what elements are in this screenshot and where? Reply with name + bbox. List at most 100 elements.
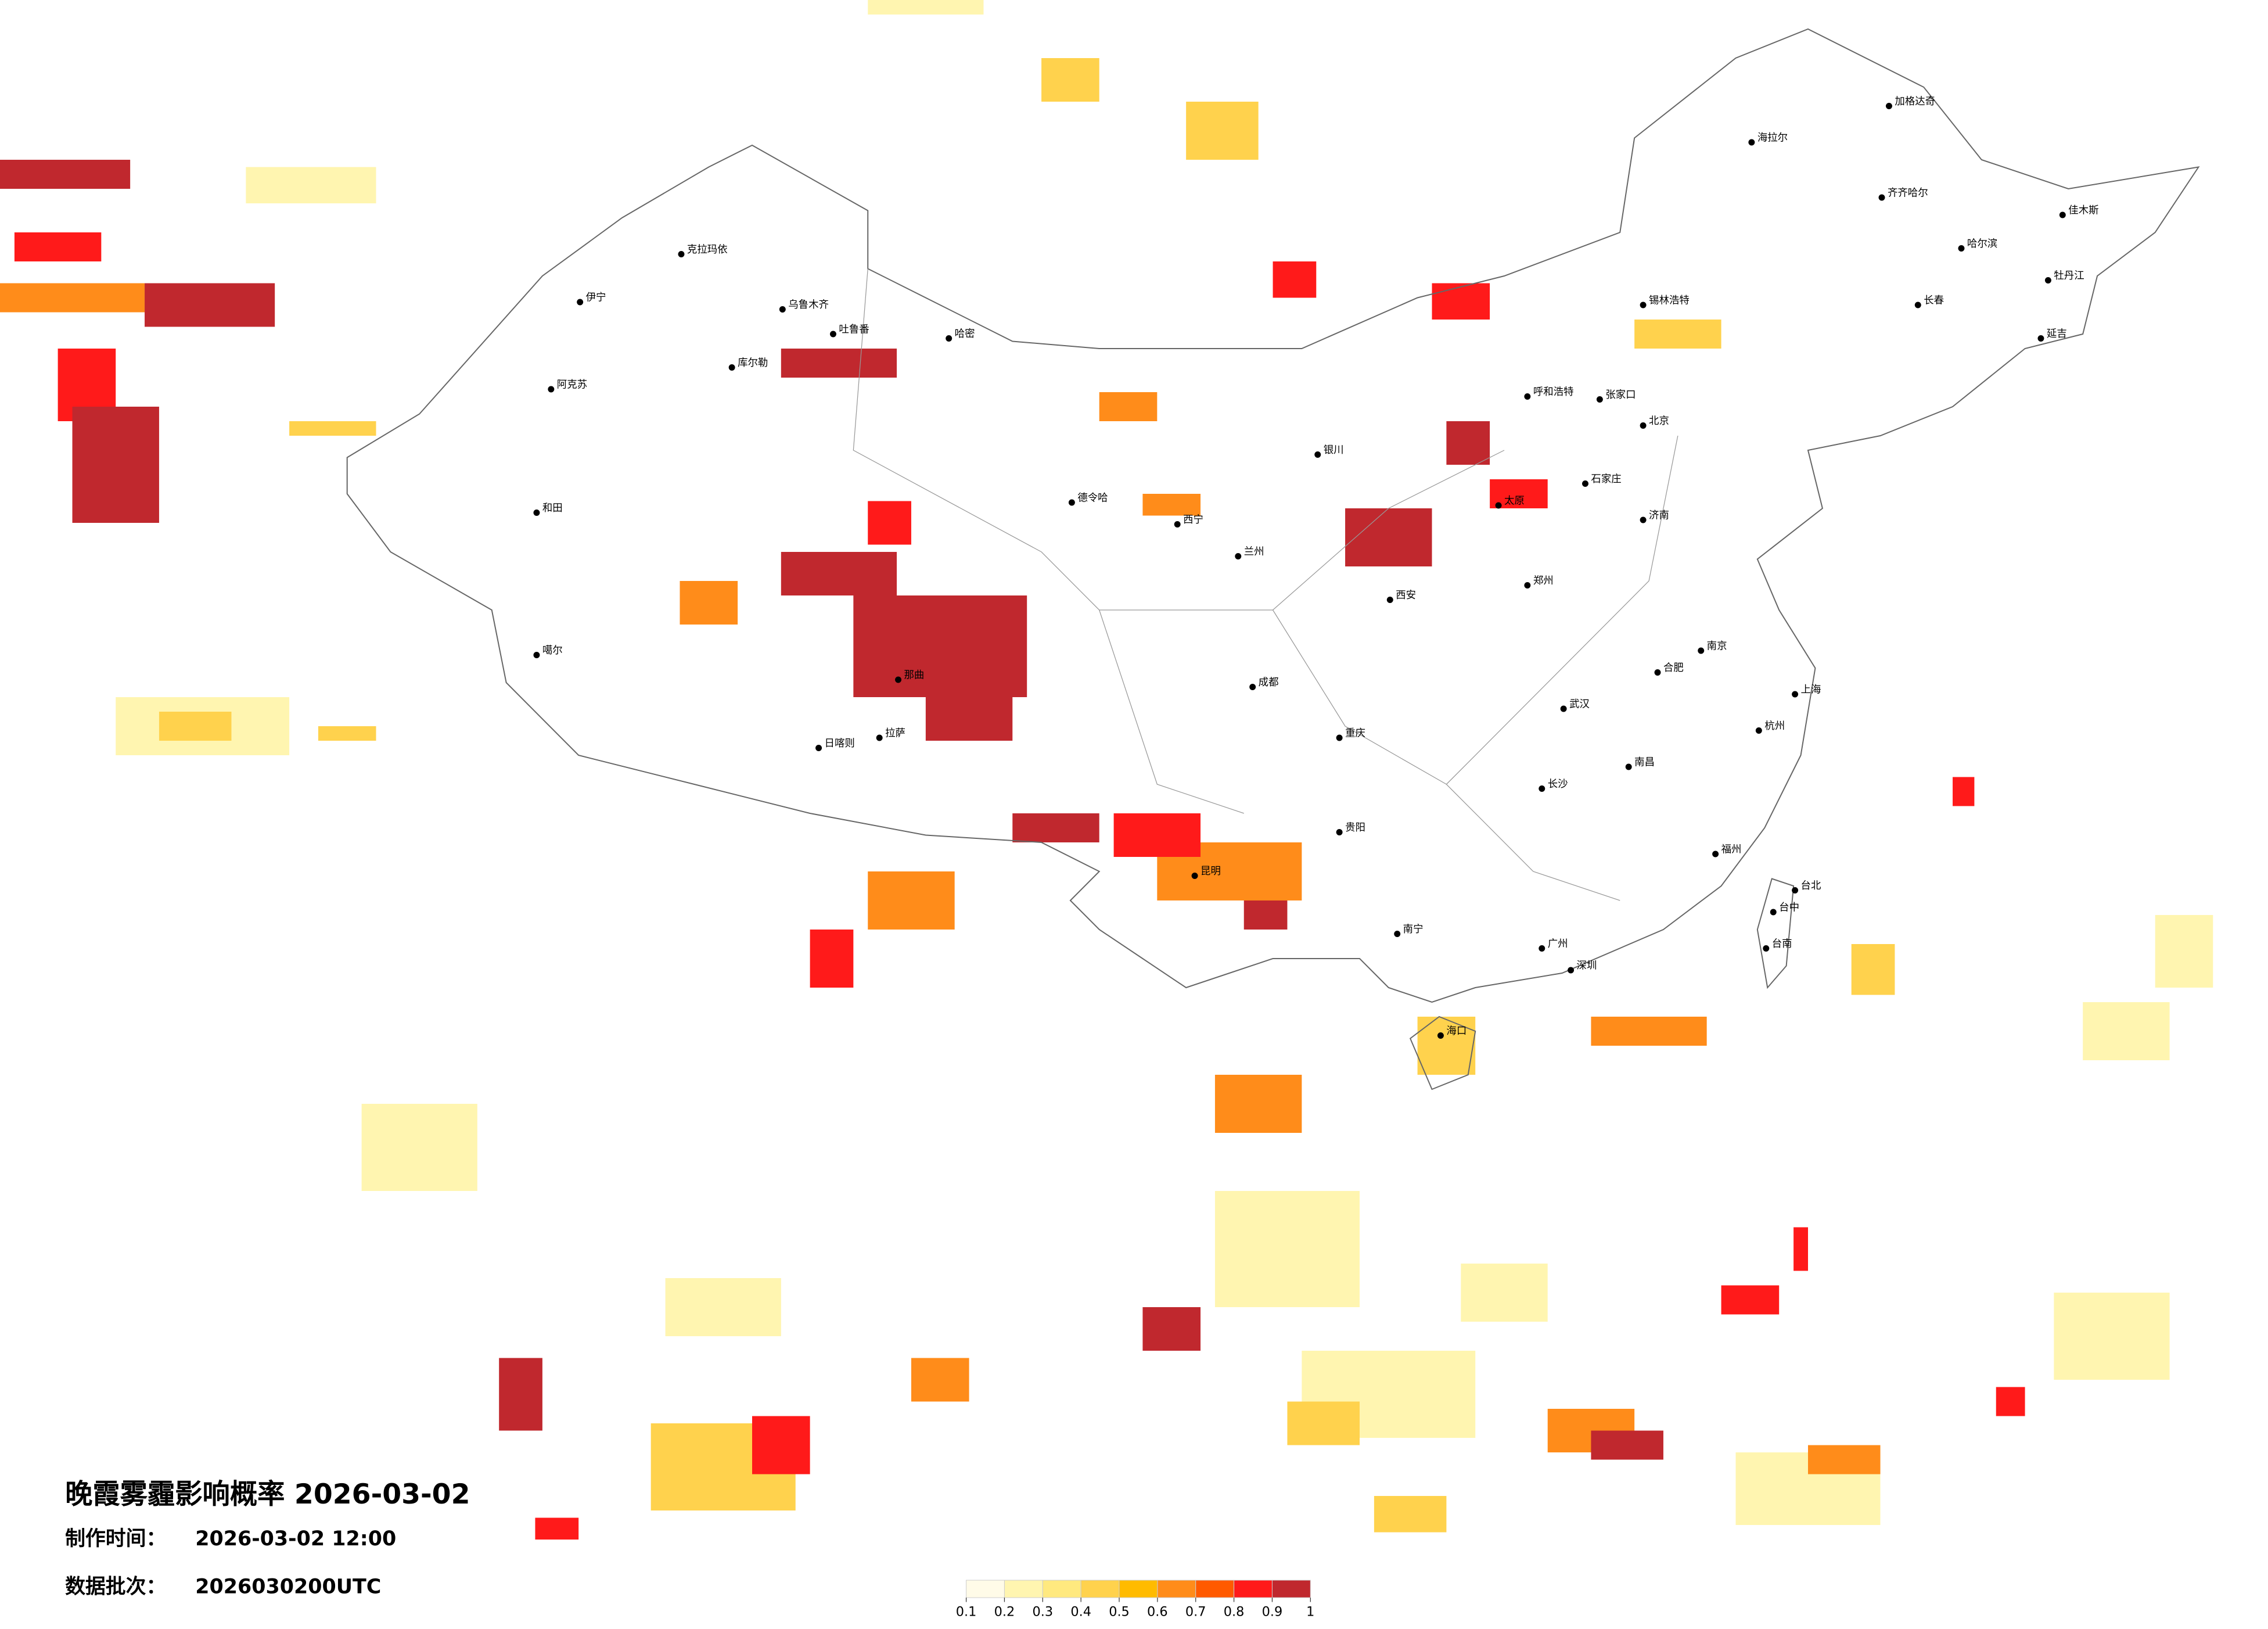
city-label: 兰州 bbox=[1244, 546, 1264, 558]
city-label: 昆明 bbox=[1201, 866, 1221, 877]
city-label: 乌鲁木齐 bbox=[788, 299, 829, 311]
city-dot bbox=[1386, 597, 1393, 603]
city-dot bbox=[1654, 669, 1661, 676]
colorbar-swatch bbox=[1004, 1580, 1043, 1598]
patch-yellow bbox=[159, 58, 1895, 1533]
colorbar-tick-label: 0.7 bbox=[1185, 1604, 1206, 1619]
colorbar-tick-label: 0.6 bbox=[1147, 1604, 1168, 1619]
city-dot bbox=[895, 676, 902, 683]
city-label: 和田 bbox=[542, 503, 563, 514]
city-label: 库尔勒 bbox=[738, 357, 768, 369]
city-dot bbox=[1539, 785, 1545, 792]
city-dot bbox=[1878, 194, 1885, 201]
city-dot bbox=[1582, 480, 1588, 487]
haze-patches bbox=[0, 0, 2213, 1540]
colorbar-swatch bbox=[1080, 1580, 1120, 1598]
city-label: 上海 bbox=[1801, 684, 1821, 695]
city-label: 广州 bbox=[1548, 938, 1568, 950]
colorbar-tick-label: 0.9 bbox=[1262, 1604, 1283, 1619]
city-dot bbox=[1235, 553, 1242, 559]
city-dot bbox=[1068, 499, 1075, 506]
city-label: 呼和浩特 bbox=[1533, 386, 1574, 398]
city-label: 海口 bbox=[1446, 1025, 1467, 1037]
city-label: 张家口 bbox=[1605, 389, 1636, 401]
city-label: 南京 bbox=[1707, 640, 1727, 652]
city-dot bbox=[1625, 763, 1632, 770]
colorbar-tick-label: 1 bbox=[1306, 1604, 1314, 1619]
city-dot bbox=[533, 509, 540, 516]
info-value: 2026-03-02 12:00 bbox=[195, 1527, 396, 1551]
colorbar-swatch bbox=[1119, 1580, 1158, 1598]
city-dot bbox=[779, 306, 786, 313]
city-label: 南宁 bbox=[1403, 924, 1424, 935]
city-label: 济南 bbox=[1649, 509, 1669, 521]
city-label: 合肥 bbox=[1663, 662, 1684, 674]
city-label: 郑州 bbox=[1533, 575, 1554, 587]
city-label: 海拉尔 bbox=[1757, 132, 1788, 143]
city-dot bbox=[1174, 521, 1181, 528]
city-dot bbox=[1596, 396, 1603, 403]
patch-orange bbox=[0, 283, 1881, 1474]
colorbar-swatch bbox=[1157, 1580, 1196, 1598]
city-dot bbox=[1560, 705, 1567, 712]
city-dot bbox=[1958, 245, 1965, 252]
city-dot bbox=[876, 734, 883, 741]
city-dot bbox=[1698, 647, 1705, 654]
city-label: 银川 bbox=[1324, 444, 1344, 456]
colorbar-swatch bbox=[1195, 1580, 1235, 1598]
city-label: 延吉 bbox=[2047, 328, 2067, 340]
city-label: 那曲 bbox=[904, 669, 925, 681]
city-dot bbox=[1763, 945, 1770, 952]
city-label: 北京 bbox=[1649, 415, 1669, 427]
city-label: 牡丹江 bbox=[2054, 270, 2084, 282]
city-label: 重庆 bbox=[1345, 727, 1365, 739]
city-dot bbox=[1539, 945, 1545, 952]
city-label: 佳木斯 bbox=[2068, 204, 2098, 216]
city-label: 贵阳 bbox=[1345, 822, 1365, 834]
city-label: 德令哈 bbox=[1077, 492, 1108, 504]
city-label: 太原 bbox=[1504, 495, 1525, 507]
city-dot bbox=[548, 386, 555, 393]
city-dot bbox=[1792, 691, 1799, 698]
city-label: 西宁 bbox=[1183, 514, 1203, 526]
city-dot bbox=[1712, 851, 1719, 857]
city-label: 长沙 bbox=[1548, 778, 1568, 790]
city-dot bbox=[678, 251, 685, 257]
city-label: 日喀则 bbox=[825, 738, 855, 749]
city-label: 深圳 bbox=[1577, 960, 1597, 971]
city-dot bbox=[1640, 516, 1647, 523]
city-label: 锡林浩特 bbox=[1649, 295, 1690, 306]
city-label: 加格达奇 bbox=[1895, 96, 1935, 107]
city-label: 噶尔 bbox=[542, 645, 563, 656]
city-dot bbox=[728, 364, 735, 371]
info-value: 2026030200UTC bbox=[195, 1575, 381, 1598]
colorbar: 0.1 0.2 0.3 0.4 0.5 0.6 0.7 0.8 0.9 1 bbox=[956, 1580, 1314, 1620]
colorbar-swatch bbox=[1271, 1580, 1311, 1598]
colorbar-tick-label: 0.5 bbox=[1109, 1604, 1130, 1619]
city-label: 哈密 bbox=[955, 328, 975, 340]
city-dot bbox=[2037, 335, 2044, 342]
city-dot bbox=[1885, 103, 1892, 110]
info-label: 数据批次： bbox=[65, 1575, 166, 1598]
city-dot bbox=[1640, 422, 1647, 429]
city-label: 西安 bbox=[1396, 590, 1416, 601]
colorbar-tick-label: 0.2 bbox=[994, 1604, 1015, 1619]
city-label: 哈尔滨 bbox=[1967, 238, 1997, 250]
city-dot bbox=[1524, 393, 1531, 400]
city-dot bbox=[946, 335, 953, 342]
city-label: 杭州 bbox=[1764, 720, 1785, 732]
city-dot bbox=[1755, 727, 1762, 734]
patch-darkred bbox=[0, 160, 1663, 1460]
colorbar-tick-label: 0.1 bbox=[956, 1604, 977, 1619]
colorbar-tick-label: 0.4 bbox=[1070, 1604, 1091, 1619]
city-dot bbox=[1394, 931, 1401, 937]
city-label: 吐鲁番 bbox=[839, 324, 869, 335]
city-label: 齐齐哈尔 bbox=[1888, 187, 1928, 199]
city-label: 南昌 bbox=[1634, 756, 1655, 768]
city-dot bbox=[1914, 302, 1921, 308]
city-dot bbox=[2059, 211, 2066, 218]
city-label: 伊宁 bbox=[586, 292, 606, 303]
city-label: 成都 bbox=[1259, 677, 1279, 688]
colorbar-swatch bbox=[966, 1580, 1005, 1598]
